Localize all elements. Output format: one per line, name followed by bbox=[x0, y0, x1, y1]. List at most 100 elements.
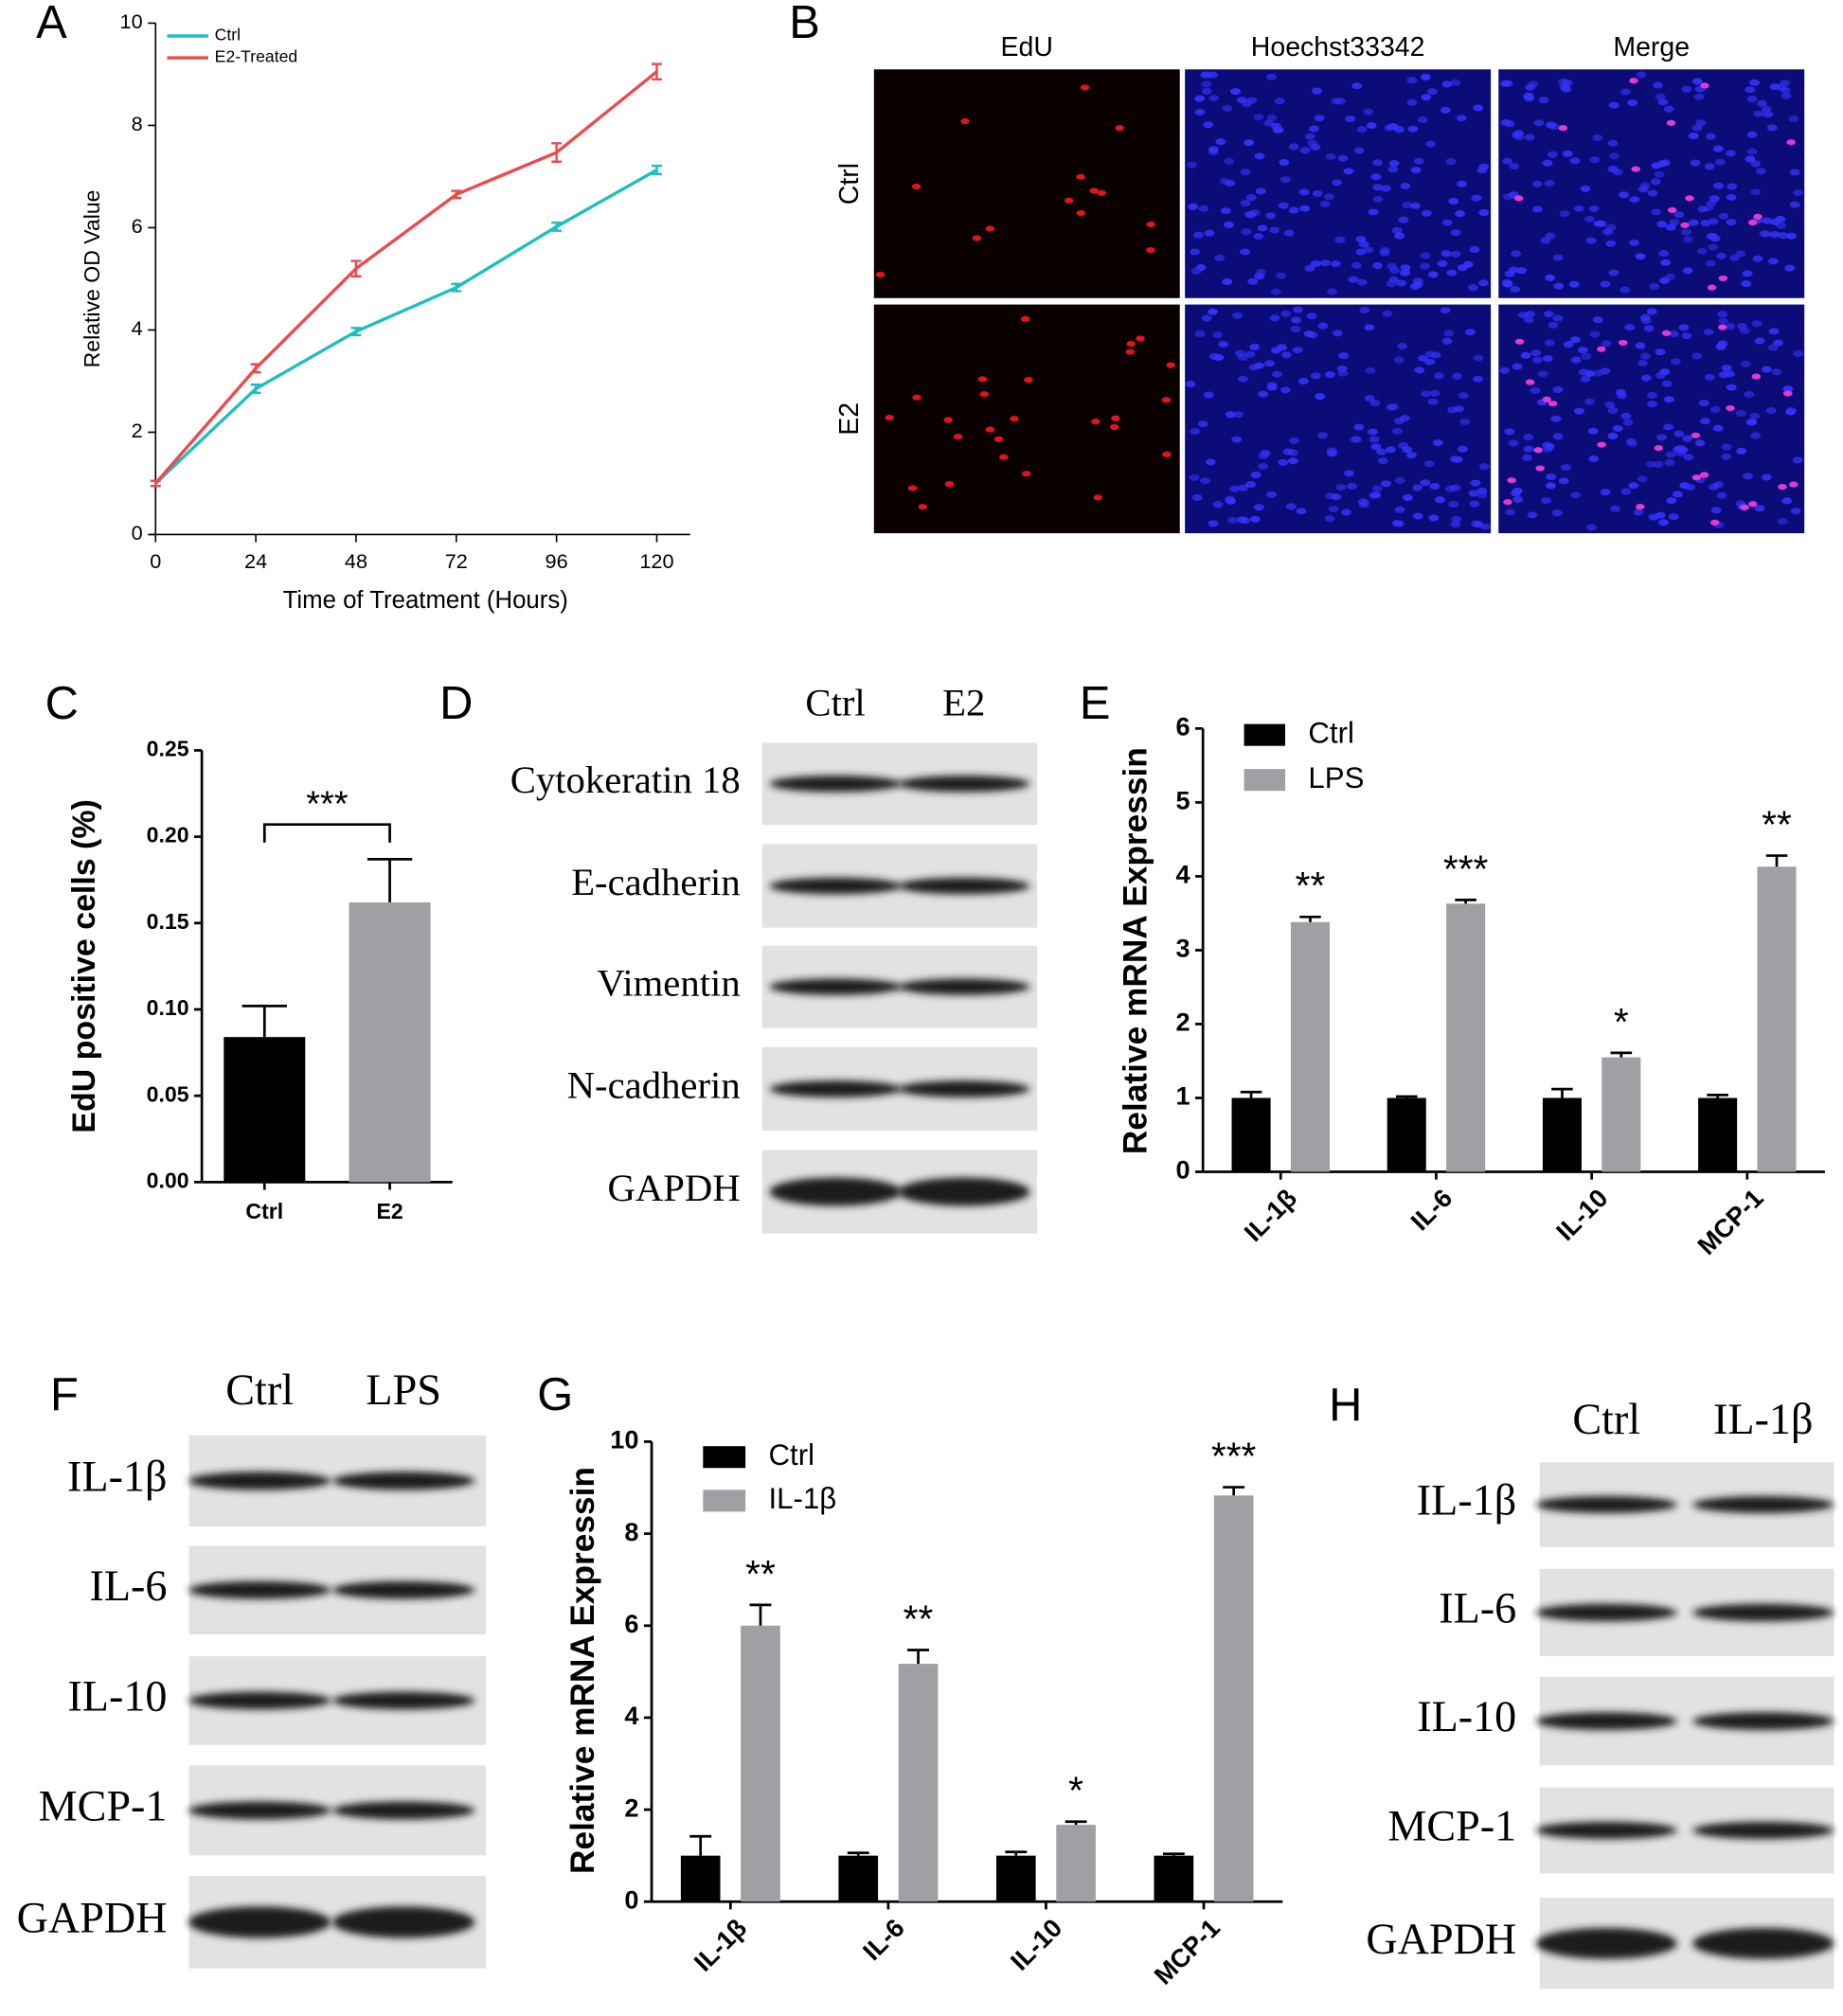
panel-label: H bbox=[1329, 1380, 1362, 1431]
nucleus bbox=[1781, 497, 1793, 505]
edu-nucleus bbox=[1020, 315, 1030, 323]
edu-nucleus bbox=[1636, 504, 1645, 510]
nucleus bbox=[1612, 169, 1623, 176]
nucleus bbox=[1793, 350, 1804, 358]
nucleus bbox=[1249, 343, 1261, 350]
nucleus bbox=[1381, 480, 1391, 488]
nucleus bbox=[1232, 312, 1244, 319]
nucleus bbox=[1627, 99, 1638, 107]
error-bar bbox=[1162, 1852, 1185, 1856]
nucleus bbox=[1366, 121, 1377, 130]
nucleus bbox=[1653, 81, 1663, 89]
nucleus bbox=[1473, 521, 1484, 528]
lane-label: Ctrl bbox=[805, 682, 865, 724]
band bbox=[1692, 1821, 1834, 1840]
error-bar bbox=[1065, 1820, 1087, 1826]
nucleus bbox=[1746, 148, 1758, 155]
nucleus bbox=[1547, 151, 1558, 158]
nucleus bbox=[1766, 124, 1778, 132]
nucleus bbox=[1223, 221, 1234, 228]
nucleus bbox=[1553, 282, 1565, 290]
nucleus bbox=[1561, 464, 1571, 472]
nucleus bbox=[1335, 484, 1347, 491]
legend-label: Ctrl bbox=[769, 1438, 815, 1472]
nucleus bbox=[1510, 285, 1521, 294]
column-label: Merge bbox=[1613, 32, 1690, 62]
nucleus bbox=[1464, 329, 1476, 336]
column-label: EdU bbox=[1001, 32, 1053, 62]
nucleus bbox=[1473, 354, 1484, 362]
legend-swatch bbox=[703, 1446, 746, 1469]
nucleus bbox=[1657, 98, 1669, 106]
edu-nucleus bbox=[918, 504, 928, 510]
nucleus bbox=[1208, 95, 1220, 102]
nucleus bbox=[1750, 432, 1762, 439]
nucleus bbox=[1291, 316, 1301, 324]
nucleus bbox=[1341, 508, 1351, 516]
nucleus bbox=[1423, 460, 1435, 468]
nucleus bbox=[1745, 86, 1756, 94]
nucleus bbox=[1499, 366, 1511, 374]
y-tick-label: 4 bbox=[1176, 860, 1190, 889]
nucleus bbox=[1278, 202, 1289, 209]
edu-nucleus bbox=[1709, 519, 1720, 526]
nucleus bbox=[1473, 375, 1483, 383]
y-tick-label: 4 bbox=[132, 316, 143, 340]
nucleus bbox=[1289, 437, 1299, 444]
nucleus bbox=[1245, 211, 1257, 219]
nucleus bbox=[1266, 491, 1278, 498]
edu-nucleus bbox=[1597, 346, 1606, 352]
nucleus bbox=[1706, 259, 1716, 267]
nucleus bbox=[1450, 520, 1461, 528]
legend-label: LPS bbox=[1308, 761, 1364, 794]
x-tick-label: 24 bbox=[244, 549, 267, 573]
nucleus bbox=[1673, 430, 1685, 437]
nucleus bbox=[1264, 360, 1275, 367]
band bbox=[898, 1177, 1030, 1206]
edu-nucleus bbox=[1162, 451, 1172, 457]
nucleus bbox=[1208, 352, 1220, 360]
x-axis-label: Time of Treatment (Hours) bbox=[283, 587, 568, 614]
error-bar bbox=[350, 327, 362, 337]
lane-label: Ctrl bbox=[1572, 1395, 1640, 1443]
nucleus bbox=[1523, 92, 1534, 99]
nucleus bbox=[1718, 212, 1729, 220]
nucleus bbox=[1551, 509, 1563, 517]
nucleus bbox=[1421, 390, 1432, 398]
nucleus bbox=[1663, 396, 1674, 403]
edu-nucleus bbox=[953, 434, 963, 440]
error-bar bbox=[451, 282, 462, 293]
error-bar bbox=[1551, 1087, 1573, 1098]
nucleus bbox=[1402, 446, 1413, 454]
nucleus bbox=[1752, 255, 1763, 262]
edu-nucleus bbox=[907, 485, 918, 491]
nucleus bbox=[1351, 261, 1362, 269]
nucleus bbox=[1593, 220, 1604, 227]
nucleus bbox=[1440, 307, 1451, 314]
nucleus bbox=[1573, 407, 1584, 415]
nucleus bbox=[1214, 255, 1226, 262]
nucleus bbox=[1452, 372, 1462, 380]
error-bar bbox=[1455, 899, 1476, 904]
nucleus bbox=[1502, 193, 1513, 201]
nucleus bbox=[1707, 232, 1718, 241]
panel-label: A bbox=[36, 0, 67, 48]
x-tick-label: 0 bbox=[150, 549, 161, 573]
nucleus bbox=[1364, 395, 1375, 402]
nucleus bbox=[1663, 105, 1674, 113]
nucleus bbox=[1266, 382, 1278, 389]
nucleus bbox=[1527, 511, 1538, 519]
nucleus bbox=[1437, 259, 1448, 267]
edu-nucleus bbox=[1125, 348, 1136, 355]
edu-nucleus bbox=[1010, 416, 1019, 422]
nucleus bbox=[1254, 152, 1265, 160]
band bbox=[1535, 1927, 1677, 1959]
error-bar bbox=[150, 479, 161, 488]
nucleus bbox=[1604, 401, 1616, 409]
y-tick-label: 2 bbox=[1176, 1008, 1190, 1037]
micrograph bbox=[873, 69, 1180, 298]
band bbox=[1535, 1603, 1677, 1622]
nucleus bbox=[1522, 454, 1532, 461]
nucleus bbox=[1544, 443, 1555, 451]
micrograph bbox=[873, 304, 1180, 534]
